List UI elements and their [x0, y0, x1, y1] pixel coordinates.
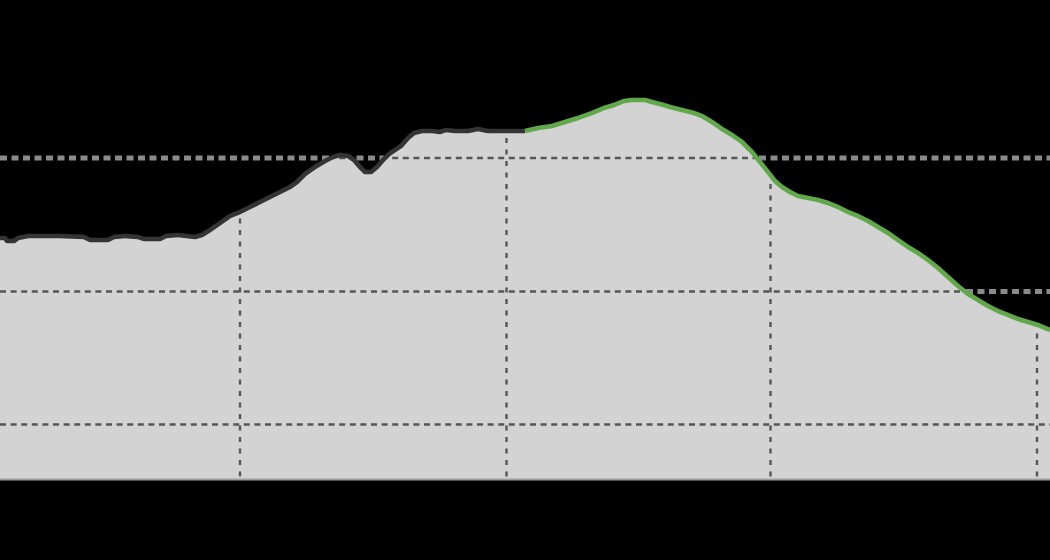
- elevation-line-dark: [0, 126, 525, 244]
- elevation-area: [0, 100, 1050, 480]
- elevation-line-green: [524, 97, 1050, 333]
